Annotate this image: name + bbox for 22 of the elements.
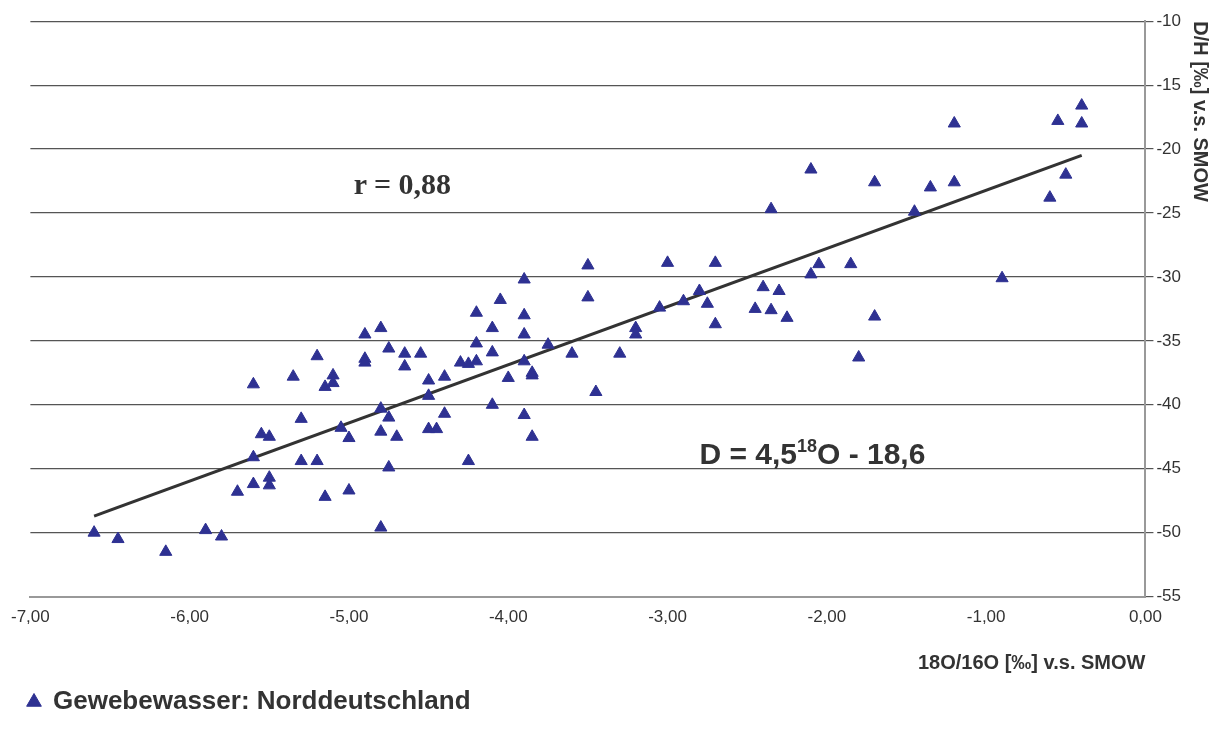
y-tick-label: -45 bbox=[1156, 458, 1182, 478]
y-tick-label: -20 bbox=[1156, 138, 1182, 158]
y-tick-label: -15 bbox=[1156, 74, 1182, 94]
y-tick-label: -40 bbox=[1156, 394, 1182, 414]
y-tick-label: -30 bbox=[1156, 266, 1182, 286]
annotation: r = 0,88 bbox=[353, 166, 452, 200]
x-tick-label: -2,00 bbox=[807, 607, 847, 627]
y-tick-label: -55 bbox=[1156, 586, 1182, 606]
x-tick-label: -6,00 bbox=[170, 607, 210, 627]
x-tick-label: -7,00 bbox=[11, 607, 50, 627]
x-tick-label: -3,00 bbox=[648, 607, 687, 627]
y-tick-label: -10 bbox=[1156, 10, 1182, 30]
x-tick-label: -4,00 bbox=[488, 607, 528, 627]
y-tick-label: -35 bbox=[1156, 330, 1182, 350]
legend-label: Gewebewasser: Norddeutschland bbox=[53, 685, 471, 716]
x-axis-title: 18O/16O [‰] v.s. SMOW bbox=[917, 650, 1146, 673]
x-tick-label: 0,00 bbox=[1128, 607, 1162, 627]
y-tick-label: -50 bbox=[1156, 522, 1182, 542]
x-tick-label: -1,00 bbox=[966, 607, 1006, 627]
y-tick-label: -25 bbox=[1156, 202, 1182, 222]
y-axis-title: D/H [‰] v.s. SMOW bbox=[1190, 21, 1213, 203]
x-tick-label: -5,00 bbox=[329, 607, 369, 627]
